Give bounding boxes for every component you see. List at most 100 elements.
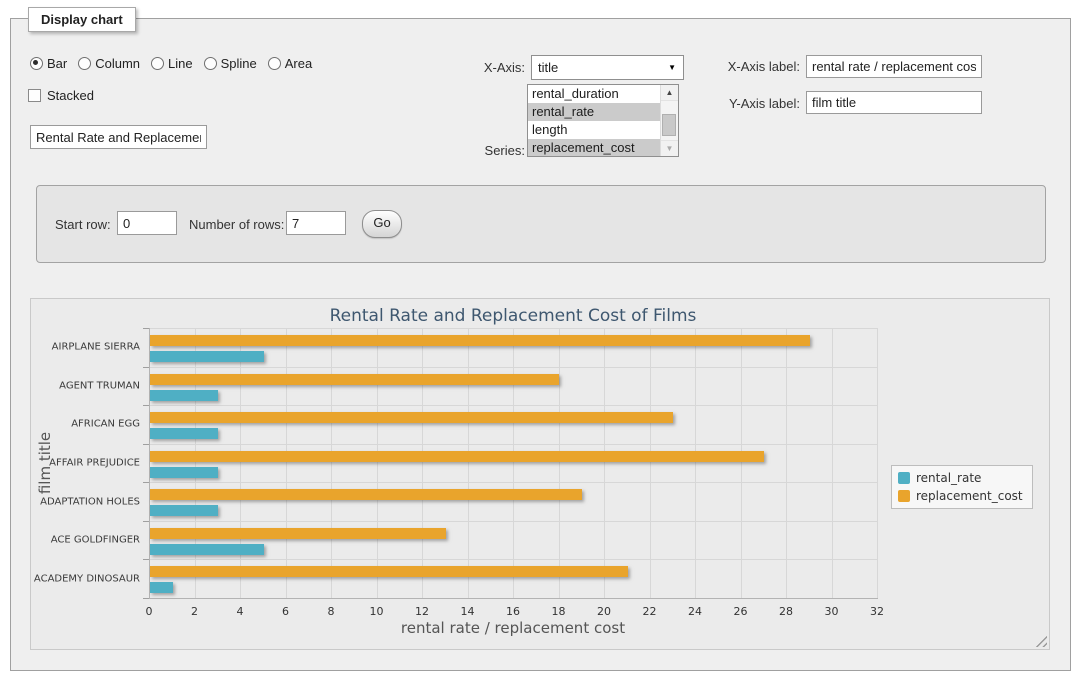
bar-rental_rate-3[interactable]: [150, 467, 218, 478]
chart-type-radio-group: Bar Column Line Spline Area: [30, 55, 312, 71]
x-tick-label: 22: [643, 605, 657, 618]
gridline: [468, 328, 469, 598]
gridline: [331, 328, 332, 598]
gridline: [695, 328, 696, 598]
category-label: AIRPLANE SIERRA: [31, 342, 140, 353]
bar-replacement_cost-5[interactable]: [150, 528, 446, 539]
bar-rental_rate-5[interactable]: [150, 544, 264, 555]
legend-item-rental-rate[interactable]: rental_rate: [898, 471, 1023, 485]
category-label: AFRICAN EGG: [31, 419, 140, 430]
y-axis-line: [149, 328, 150, 598]
radio-label: Area: [285, 56, 312, 71]
go-button[interactable]: Go: [362, 210, 402, 238]
start-row-input[interactable]: [117, 211, 177, 235]
x-tick-label: 2: [191, 605, 198, 618]
gridline: [149, 559, 877, 560]
gridline: [832, 328, 833, 598]
gridline: [786, 328, 787, 598]
gridline: [604, 328, 605, 598]
gridline: [195, 328, 196, 598]
series-option-replacement_cost[interactable]: replacement_cost: [528, 139, 660, 156]
number-of-rows-input[interactable]: [286, 211, 346, 235]
radio-label: Line: [168, 56, 193, 71]
gridline: [149, 367, 877, 368]
chart-type-radio-line[interactable]: Line: [151, 56, 193, 71]
x-tick-label: 30: [825, 605, 839, 618]
radio-icon[interactable]: [30, 57, 43, 70]
x-tick-label: 24: [688, 605, 702, 618]
bar-rental_rate-0[interactable]: [150, 351, 264, 362]
bar-replacement_cost-2[interactable]: [150, 412, 673, 423]
fieldset-legend: Display chart: [28, 7, 136, 32]
series-multiselect[interactable]: rental_durationrental_ratelengthreplacem…: [527, 84, 679, 157]
bar-replacement_cost-1[interactable]: [150, 374, 559, 385]
gridline: [513, 328, 514, 598]
x-axis-select[interactable]: title ▼: [531, 55, 684, 80]
series-option-rental_duration[interactable]: rental_duration: [528, 85, 660, 103]
number-of-rows-label: Number of rows:: [189, 217, 284, 232]
resize-handle-icon[interactable]: [1035, 635, 1047, 647]
gridline: [149, 444, 877, 445]
y-axis-label-input[interactable]: [806, 91, 982, 114]
gridline: [149, 405, 877, 406]
radio-icon[interactable]: [204, 57, 217, 70]
stacked-label: Stacked: [47, 88, 94, 103]
stacked-checkbox-row: Stacked: [28, 88, 94, 103]
radio-label: Spline: [221, 56, 257, 71]
start-row-label: Start row:: [55, 217, 111, 232]
series-select-label: Series:: [430, 143, 525, 158]
radio-icon[interactable]: [151, 57, 164, 70]
bar-rental_rate-6[interactable]: [150, 582, 173, 593]
category-label: ACE GOLDFINGER: [31, 535, 140, 546]
chart-type-radio-area[interactable]: Area: [268, 56, 312, 71]
legend-swatch-replacement-cost: [898, 490, 910, 502]
chart-title: Rental Rate and Replacement Cost of Film…: [149, 306, 877, 326]
chevron-down-icon: ▼: [668, 63, 676, 72]
bar-replacement_cost-4[interactable]: [150, 489, 582, 500]
bar-rental_rate-4[interactable]: [150, 505, 218, 516]
legend-item-replacement-cost[interactable]: replacement_cost: [898, 489, 1023, 503]
series-scrollbar[interactable]: ▲ ▼: [660, 85, 678, 156]
radio-icon[interactable]: [78, 57, 91, 70]
x-tick-label: 10: [370, 605, 384, 618]
x-tick-label: 26: [734, 605, 748, 618]
x-tick-label: 4: [237, 605, 244, 618]
bar-replacement_cost-0[interactable]: [150, 335, 810, 346]
x-axis-line: [149, 598, 878, 599]
y-axis-title: film title: [36, 432, 54, 494]
x-tick-label: 12: [415, 605, 429, 618]
x-axis-label-caption: X-Axis label:: [700, 59, 800, 74]
stacked-checkbox[interactable]: [28, 89, 41, 102]
gridline: [559, 328, 560, 598]
chart-type-radio-column[interactable]: Column: [78, 56, 140, 71]
legend-label: rental_rate: [916, 471, 981, 485]
x-axis-label-input[interactable]: [806, 55, 982, 78]
bar-rental_rate-1[interactable]: [150, 390, 218, 401]
series-option-rental_rate[interactable]: rental_rate: [528, 103, 660, 121]
chart-type-radio-spline[interactable]: Spline: [204, 56, 257, 71]
app-root: Display chart Bar Column Line Spline Area St…: [0, 0, 1081, 681]
category-label: AGENT TRUMAN: [31, 380, 140, 391]
chart-type-radio-bar[interactable]: Bar: [30, 56, 67, 71]
gridline: [422, 328, 423, 598]
gridline: [650, 328, 651, 598]
radio-icon[interactable]: [268, 57, 281, 70]
bar-replacement_cost-3[interactable]: [150, 451, 764, 462]
gridline: [377, 328, 378, 598]
chart-container: Rental Rate and Replacement Cost of Film…: [30, 298, 1050, 650]
scroll-up-icon[interactable]: ▲: [661, 85, 678, 101]
bar-replacement_cost-6[interactable]: [150, 566, 628, 577]
scrollbar-thumb[interactable]: [662, 114, 676, 136]
x-tick-label: 28: [779, 605, 793, 618]
gridline: [286, 328, 287, 598]
chart-title-input[interactable]: [30, 125, 207, 149]
radio-label: Column: [95, 56, 140, 71]
y-axis-label-caption: Y-Axis label:: [700, 96, 800, 111]
bar-rental_rate-2[interactable]: [150, 428, 218, 439]
scroll-down-icon[interactable]: ▼: [661, 140, 678, 156]
x-tick-label: 6: [282, 605, 289, 618]
category-label: ADAPTATION HOLES: [31, 496, 140, 507]
series-option-length[interactable]: length: [528, 121, 660, 139]
row-controls-box: [36, 185, 1046, 263]
x-tick-label: 14: [461, 605, 475, 618]
